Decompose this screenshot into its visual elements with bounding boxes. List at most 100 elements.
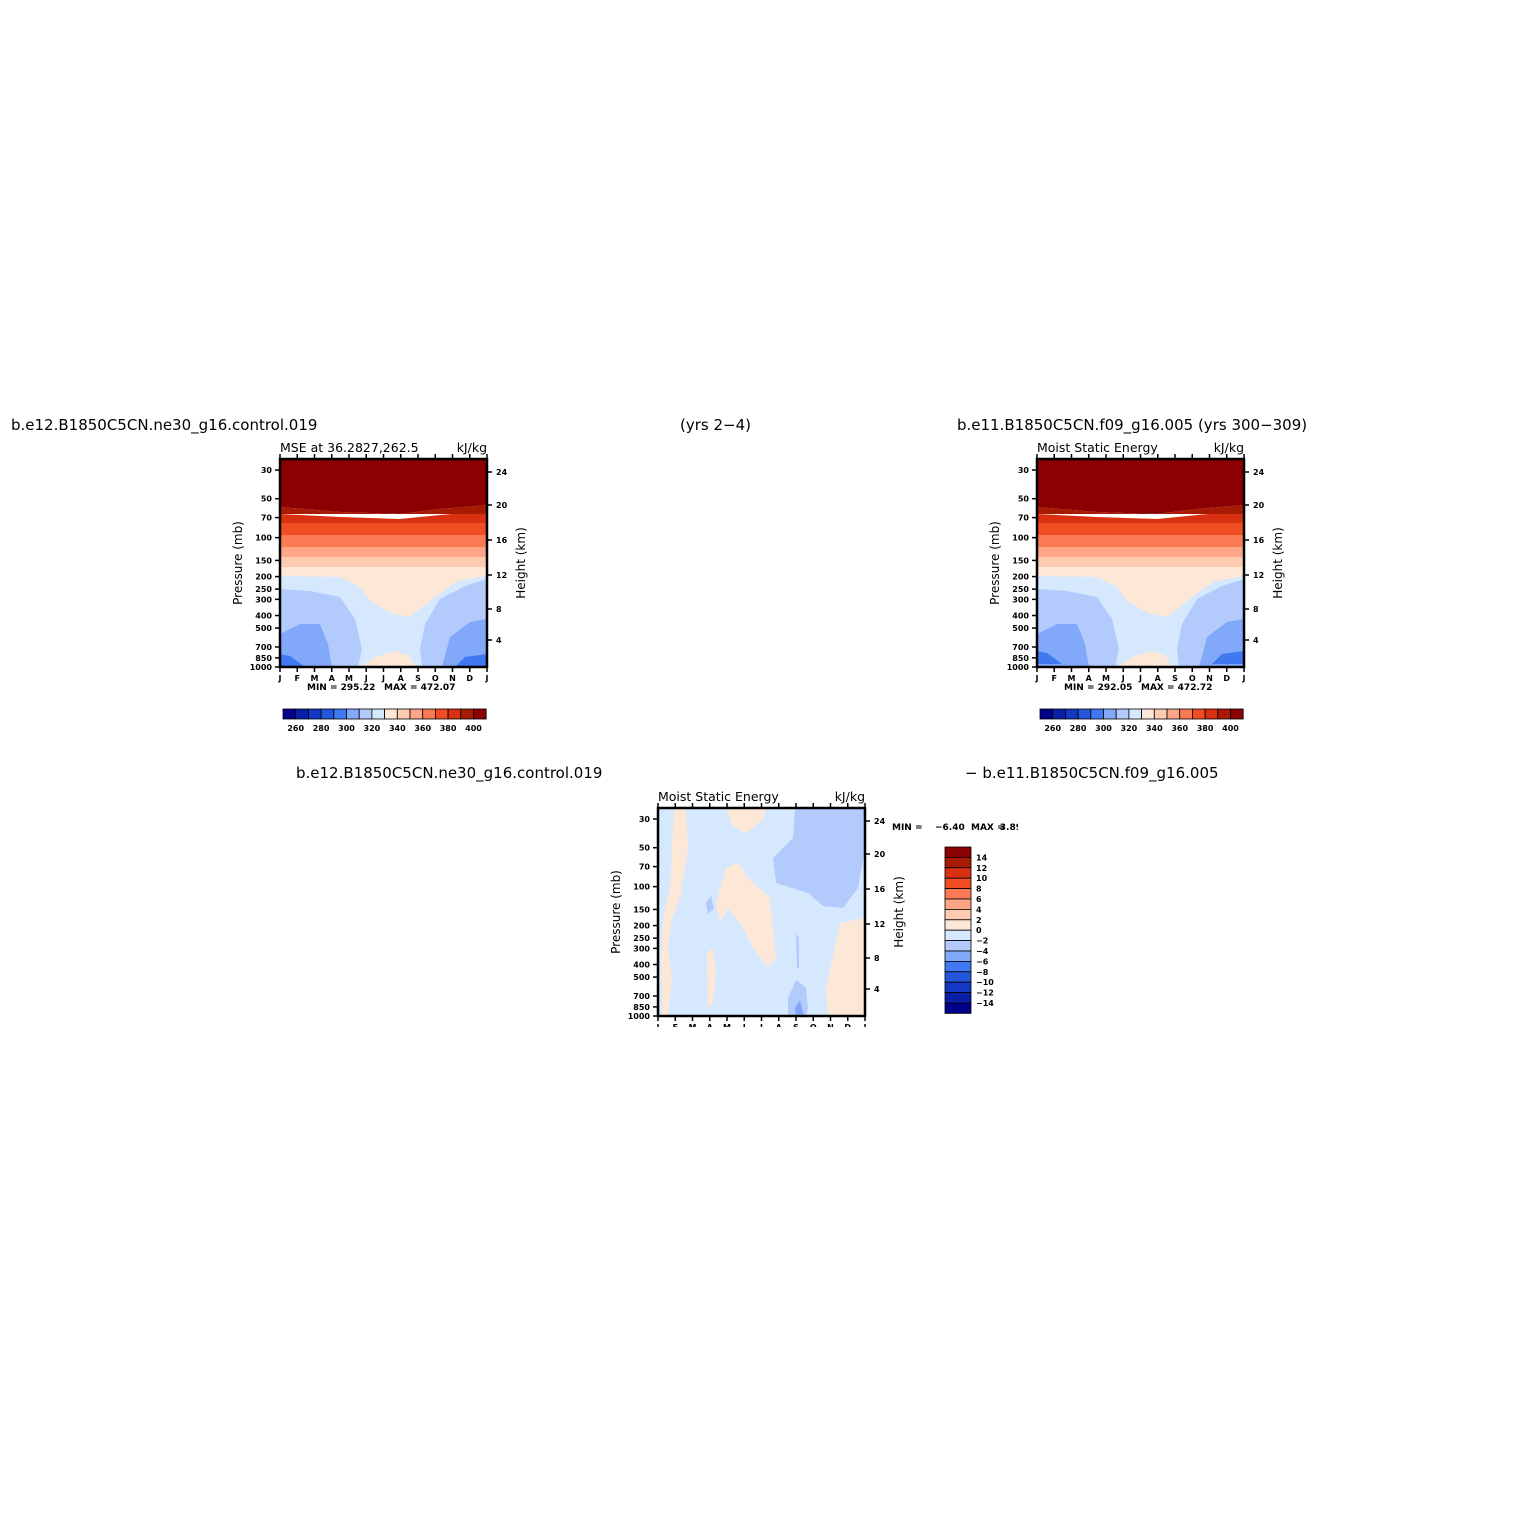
colorbar-swatch — [944, 929, 972, 941]
colorbar-swatch — [308, 708, 322, 720]
contour-fill — [1212, 651, 1244, 664]
y-right-tick-label: 4 — [874, 985, 880, 994]
contour-fill — [1037, 557, 1244, 567]
colorbar-label: 14 — [976, 853, 988, 862]
colorbar-label: −2 — [976, 937, 988, 946]
y-right-tick-label: 8 — [874, 954, 880, 963]
contour-fill — [716, 863, 776, 968]
colorbar-label: 260 — [287, 724, 304, 733]
contour-fill — [826, 918, 865, 1016]
contour-fill — [280, 511, 487, 523]
y-right-tick-label: 20 — [496, 501, 508, 510]
colorbar-swatch — [282, 708, 297, 720]
x-tick-label: A — [707, 1023, 714, 1027]
y-tick-label: 50 — [1018, 495, 1030, 504]
y-right-tick-label: 20 — [874, 850, 886, 859]
x-tick-label: S — [1172, 674, 1178, 683]
x-tick-label: J — [1121, 674, 1125, 683]
x-tick-label: J — [656, 1023, 660, 1027]
x-tick-label: A — [776, 1023, 783, 1027]
colorbar-swatch — [1115, 708, 1130, 720]
contour-fill — [1117, 651, 1172, 667]
min-label: MIN = 295.22 — [307, 683, 375, 693]
header-top-left: b.e12.B1850C5CN.ne30_g16.control.019 — [11, 416, 318, 434]
y-tick-label: 700 — [633, 992, 650, 1001]
colorbar-label: 300 — [338, 724, 355, 733]
y-right-axis-label: Height (km) — [1271, 527, 1285, 598]
colorbar-swatch — [944, 940, 972, 952]
colorbar-label: 300 — [1095, 724, 1112, 733]
colorbar-swatch — [944, 960, 972, 973]
x-tick-label: N — [449, 674, 456, 683]
contour-fill — [1037, 505, 1244, 514]
x-tick-label: J — [1138, 674, 1142, 683]
y-tick-label: 500 — [1012, 624, 1029, 633]
x-tick-label: J — [364, 674, 368, 683]
x-tick-label: F — [295, 674, 300, 683]
colorbar-swatch — [447, 708, 462, 720]
y-tick-label: 250 — [633, 934, 650, 943]
colorbar-swatch — [944, 971, 972, 983]
contour-fill — [280, 547, 487, 557]
contour-fill — [455, 654, 487, 667]
colorbar-swatch — [944, 867, 972, 879]
contour-fill — [280, 567, 487, 617]
colorbar-swatch — [944, 950, 972, 962]
colorbar-swatch — [1039, 708, 1054, 720]
y-right-tick-label: 8 — [496, 605, 502, 614]
colorbar-label: 4 — [976, 905, 982, 914]
colorbar-swatch — [384, 708, 398, 720]
panel-title: Moist Static Energy — [658, 789, 779, 804]
header-bottom-left: b.e12.B1850C5CN.ne30_g16.control.019 — [296, 764, 603, 782]
contour-fill — [706, 896, 714, 914]
colorbar-swatch — [473, 708, 487, 720]
contour-fill — [280, 654, 305, 667]
y-axis-label: Pressure (mb) — [609, 870, 623, 954]
x-tick-label: A — [1086, 674, 1093, 683]
colorbar-swatch — [396, 708, 411, 720]
colorbar-swatch — [1141, 708, 1155, 720]
x-tick-label: A — [398, 674, 405, 683]
contour-fill — [280, 624, 332, 667]
colorbar-swatch — [1166, 708, 1181, 720]
y-tick-label: 70 — [261, 514, 273, 523]
colorbar-swatch — [1103, 708, 1117, 720]
y-tick-label: 400 — [633, 961, 650, 970]
contour-fill — [1037, 511, 1244, 523]
colorbar-label: −6 — [976, 957, 989, 966]
colorbar-swatch — [320, 708, 335, 720]
x-tick-label: J — [1242, 674, 1246, 683]
colorbar-label: −4 — [976, 947, 989, 956]
panel-title: MSE at 36.2827,262.5 — [280, 440, 419, 455]
y-tick-label: 1000 — [628, 1012, 651, 1021]
y-right-tick-label: 16 — [874, 885, 886, 894]
x-tick-label: D — [466, 674, 473, 683]
contour-fill — [788, 980, 808, 1016]
contour-fill — [707, 948, 716, 1008]
colorbar-swatch — [1153, 708, 1168, 720]
colorbar-swatch — [422, 708, 436, 720]
y-tick-label: 850 — [1012, 654, 1029, 663]
x-tick-label: A — [329, 674, 336, 683]
header-top-right: b.e11.B1850C5CN.f09_g16.005 (yrs 300−309… — [957, 416, 1308, 434]
y-tick-label: 850 — [633, 1003, 650, 1012]
y-tick-label: 700 — [255, 643, 272, 652]
y-tick-label: 100 — [1012, 534, 1029, 543]
x-tick-label: M — [689, 1023, 697, 1027]
x-tick-label: M — [1102, 674, 1110, 683]
header-top-center: (yrs 2−4) — [680, 416, 751, 434]
colorbar-label: −10 — [976, 978, 994, 987]
panel-title: Moist Static Energy — [1037, 440, 1158, 455]
colorbar-swatch — [944, 1002, 972, 1014]
colorbar-label: 6 — [976, 895, 982, 904]
colorbar-swatch — [1077, 708, 1092, 720]
colorbar-swatch — [944, 877, 972, 889]
y-axis-label: Pressure (mb) — [231, 521, 245, 605]
colorbar-label: 320 — [364, 724, 381, 733]
x-tick-label: O — [810, 1023, 817, 1027]
contour-fill — [280, 459, 487, 514]
x-tick-label: M — [723, 1023, 731, 1027]
y-tick-label: 150 — [255, 556, 272, 565]
x-tick-label: N — [827, 1023, 834, 1027]
y-tick-label: 50 — [261, 495, 273, 504]
